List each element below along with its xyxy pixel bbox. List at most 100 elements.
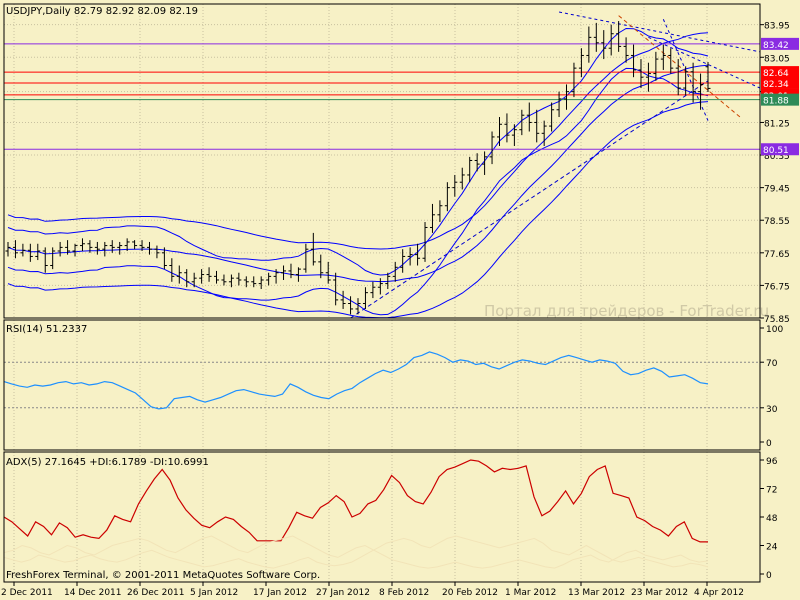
ohlc-bar: [139, 240, 145, 252]
ohlc-bar: [556, 91, 562, 118]
rsi-y-tick-label: 100: [766, 325, 783, 335]
price-level-label-bg: [761, 93, 799, 106]
ohlc-bar: [496, 117, 502, 146]
ohlc-bar: [5, 241, 11, 257]
ohlc-bar: [549, 102, 555, 132]
ohlc-bar: [564, 84, 570, 110]
ohlc-bar: [668, 48, 674, 74]
ohlc-bar: [87, 240, 93, 253]
ohlc-bar: [273, 269, 279, 284]
rsi-line: [3, 351, 709, 410]
ohlc-bar: [392, 261, 398, 282]
grid-layer: [4, 4, 760, 582]
ohlc-bar: [400, 249, 406, 273]
ohlc-bar: [348, 296, 354, 315]
ohlc-bar: [169, 258, 175, 282]
ohlc-bar: [266, 272, 272, 286]
ohlc-bar: [415, 243, 421, 266]
ohlc-bar: [221, 274, 227, 286]
ohlc-bar: [340, 290, 346, 309]
price-level-label: 82.64: [763, 69, 789, 79]
x-tick-label: 20 Feb 2012: [442, 588, 498, 598]
ohlc-bar: [601, 30, 607, 60]
ohlc-bar: [519, 109, 525, 136]
rsi-y-tick-label: 0: [766, 439, 772, 449]
ohlc-bar: [214, 270, 220, 284]
y-tick-label: 78.55: [764, 217, 790, 227]
ohlc-bar: [65, 240, 71, 255]
ohlc-bar: [20, 243, 26, 257]
ohlc-bar: [683, 66, 689, 96]
x-tick-label: 13 Mar 2012: [568, 588, 625, 598]
plus-di-line: [3, 535, 709, 569]
x-tick-label: 5 Jan 2012: [190, 588, 238, 598]
ohlc-bar: [660, 44, 666, 70]
x-tick-label: 4 Apr 2012: [694, 588, 744, 598]
ohlc-bar: [176, 265, 182, 284]
trend-line: [558, 11, 761, 53]
ohlc-bar: [459, 167, 465, 190]
ohlc-bar: [631, 44, 637, 78]
rsi-y-tick-label: 70: [766, 359, 778, 369]
ohlc-bar: [474, 153, 480, 172]
ohlc-bar: [42, 247, 48, 273]
ohlc-bar: [251, 276, 257, 288]
x-tick-label: 26 Dec 2011: [127, 588, 185, 598]
ohlc-bar: [146, 241, 152, 255]
band-line: [7, 101, 709, 319]
adx-y-tick-label: 48: [766, 514, 778, 524]
watermark: Портал для трейдеров - ForTrader.ru: [484, 302, 769, 320]
adx-title: ADX(5) 27.1645 +DI:6.1789 -DI:10.6991: [6, 457, 209, 468]
ohlc-bar: [117, 241, 123, 255]
price-panel: USDJPY,Daily 82.79 82.92 82.09 82.19 Пор…: [4, 6, 769, 320]
x-tick-label: 14 Dec 2011: [64, 588, 122, 598]
price-level-label: 80.51: [763, 146, 789, 156]
y-tick-label: 81.25: [764, 119, 790, 129]
ohlc-bar: [191, 272, 197, 288]
ohlc-bar: [161, 247, 167, 270]
ohlc-bar: [422, 222, 428, 262]
ohlc-bar: [355, 298, 361, 315]
ohlc-bar: [690, 62, 696, 103]
ohlc-bar: [243, 276, 249, 288]
x-tick-label: 1 Mar 2012: [505, 588, 556, 598]
y-tick-label: 83.05: [764, 54, 790, 64]
band-line: [7, 64, 709, 283]
ohlc-bar: [295, 267, 301, 282]
trend-line: [350, 80, 709, 319]
ohlc-bar: [444, 182, 450, 212]
ohlc-bar: [124, 238, 130, 252]
ohlc-bar: [482, 151, 488, 175]
ohlc-bar: [437, 200, 443, 223]
ohlc-bar: [72, 243, 78, 257]
x-tick-label: 2 Dec 2011: [1, 588, 53, 598]
panel-border: [3, 3, 761, 319]
band-line: [7, 32, 709, 250]
ohlc-bar: [228, 274, 234, 288]
trend-line: [648, 36, 761, 89]
y-tick-label: 77.65: [764, 250, 790, 260]
ohlc-bar: [675, 59, 681, 96]
price-level-label: 83.42: [763, 41, 789, 51]
ohlc-bar: [318, 254, 324, 279]
footer-copyright: FreshForex Terminal, © 2001-2011 MetaQuo…: [6, 570, 320, 581]
ohlc-bar: [57, 241, 63, 257]
ohlc-bar: [407, 247, 413, 266]
rsi-title: RSI(14) 51.2337: [6, 324, 87, 335]
ohlc-bar: [258, 276, 264, 290]
price-level-label: 81.88: [763, 97, 789, 107]
price-level-label-bg: [761, 37, 799, 50]
ohlc-bar: [132, 240, 138, 250]
price-level-label-bg: [761, 76, 799, 89]
ohlc-bar: [608, 24, 614, 56]
ohlc-bar: [489, 131, 495, 165]
ohlc-bar: [236, 272, 242, 286]
ohlc-bar: [303, 243, 309, 273]
ohlc-bar: [467, 156, 473, 183]
ohlc-bar: [109, 240, 115, 253]
ohlc-bar: [541, 120, 547, 146]
ohlc-bar: [698, 73, 704, 110]
adx-panel: ADX(5) 27.1645 +DI:6.1789 -DI:10.6991 Fr…: [3, 457, 709, 581]
